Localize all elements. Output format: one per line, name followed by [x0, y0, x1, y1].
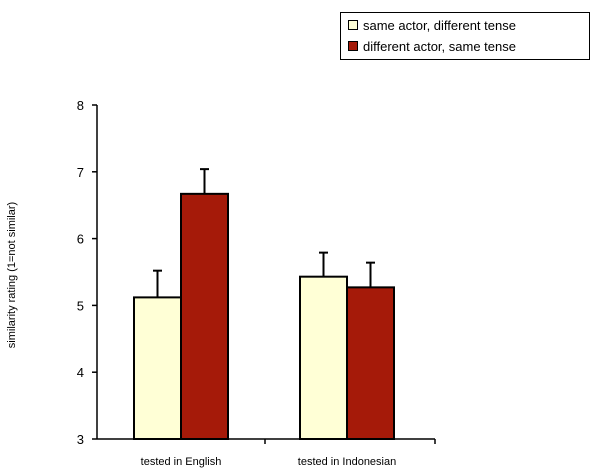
bar [346, 286, 395, 441]
y-axis-label-container: similarity rating (1=not similar) [2, 160, 22, 390]
x-category-label: tested in English [141, 456, 222, 468]
legend-label-different-actor: different actor, same tense [363, 38, 516, 54]
y-tick-label: 4 [77, 365, 84, 380]
legend-swatch-different-actor [348, 41, 358, 51]
y-tick-label: 8 [77, 98, 84, 113]
y-axis-label: similarity rating (1=not similar) [6, 201, 18, 349]
y-tick-label: 5 [77, 298, 84, 313]
bars [133, 192, 395, 441]
y-tick-label: 7 [77, 165, 84, 180]
error-bars [153, 168, 375, 298]
bar [180, 192, 229, 440]
bar [299, 275, 348, 440]
legend-item-different-actor: different actor, same tense [348, 38, 516, 54]
bar [133, 296, 182, 440]
legend-item-same-actor: same actor, different tense [348, 17, 516, 33]
legend: same actor, different tense different ac… [340, 12, 590, 60]
legend-label-same-actor: same actor, different tense [363, 17, 516, 33]
x-category-labels: tested in English tested in Indonesian [141, 456, 397, 468]
x-category-label: tested in Indonesian [298, 456, 396, 468]
y-tick-labels: 3 4 5 6 7 8 [77, 98, 84, 447]
y-tick-label: 6 [77, 232, 84, 247]
legend-swatch-same-actor [348, 20, 358, 30]
y-tick-label: 3 [77, 432, 84, 447]
